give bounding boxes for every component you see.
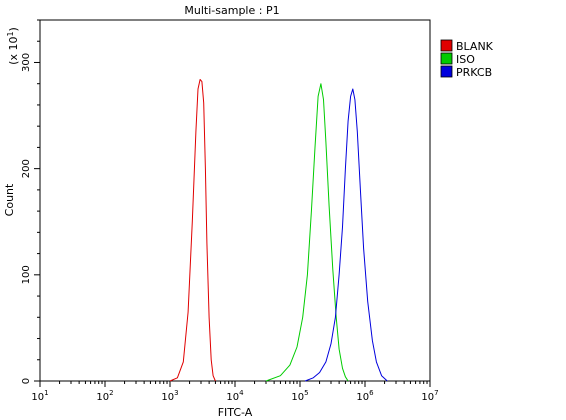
x-tick-label: 105 bbox=[291, 389, 308, 403]
x-tick-label: 102 bbox=[96, 389, 113, 403]
legend-label-iso: ISO bbox=[456, 53, 475, 66]
chart-title: Multi-sample : P1 bbox=[184, 4, 279, 17]
x-tick-label: 104 bbox=[226, 389, 244, 403]
y-tick-label: 300 bbox=[21, 53, 32, 72]
legend-swatch-iso bbox=[440, 52, 453, 65]
series-layer bbox=[169, 79, 388, 382]
y-axis-label: Count bbox=[3, 183, 16, 216]
x-axis-label: FITC-A bbox=[218, 406, 253, 419]
legend-swatch-blank bbox=[440, 39, 453, 52]
legend-label-blank: BLANK bbox=[456, 40, 494, 53]
legend-swatch-prkcb bbox=[440, 65, 453, 78]
x-tick-label: 107 bbox=[421, 389, 438, 403]
y-tick-label: 0 bbox=[21, 378, 32, 384]
axis-ticks bbox=[34, 19, 431, 387]
series-line-blank bbox=[169, 79, 216, 382]
y-tick-label: 100 bbox=[21, 265, 32, 284]
y-multiplier-label: (x 101) bbox=[6, 27, 20, 65]
y-multiplier-text: (x 10 bbox=[7, 37, 20, 65]
y-multiplier-close: ) bbox=[7, 27, 20, 31]
series-line-prkcb bbox=[304, 88, 388, 382]
x-tick-label: 101 bbox=[31, 389, 48, 403]
tick-labels: 101 102 103 104 105 106 107 0 100 200 300 bbox=[21, 53, 439, 403]
y-tick-label: 200 bbox=[21, 159, 32, 178]
x-tick-label: 103 bbox=[161, 389, 178, 403]
legend-label-prkcb: PRKCB bbox=[456, 66, 492, 79]
y-multiplier-exp: 1 bbox=[6, 31, 15, 36]
plot-frame bbox=[39, 19, 431, 382]
series-line-iso bbox=[265, 83, 349, 382]
x-tick-label: 106 bbox=[356, 389, 374, 403]
